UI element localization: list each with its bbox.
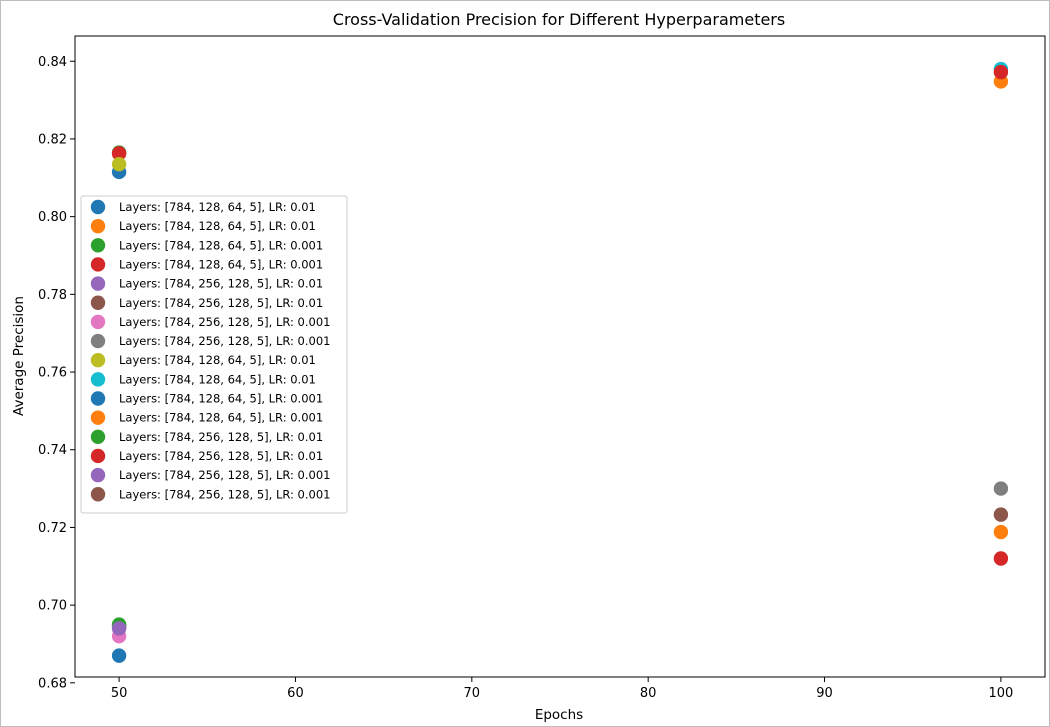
data-point-series-8 (111, 157, 127, 172)
data-point-series-3 (111, 146, 127, 161)
y-tick-label: 0.68 (38, 676, 67, 691)
legend-marker (90, 333, 106, 349)
legend-marker (90, 257, 106, 272)
legend-label: Layers: [784, 128, 64, 5], LR: 0.01 (119, 353, 316, 367)
data-point-extra (993, 481, 1009, 496)
y-tick-label: 0.76 (38, 366, 67, 381)
legend-marker (90, 372, 106, 387)
plot-area (74, 35, 1046, 678)
x-axis-ticks: 50 60 70 80 90 100 (111, 677, 1013, 701)
x-tick-label: 60 (287, 686, 304, 701)
y-tick-label: 0.78 (38, 288, 67, 303)
legend-label: Layers: [784, 128, 64, 5], LR: 0.001 (119, 411, 323, 425)
legend-label: Layers: [784, 256, 128, 5], LR: 0.001 (119, 334, 330, 348)
legend-label: Layers: [784, 128, 64, 5], LR: 0.01 (119, 372, 316, 386)
x-tick-label: 80 (640, 686, 657, 701)
legend-label: Layers: [784, 256, 128, 5], LR: 0.001 (119, 468, 330, 482)
legend-marker (90, 467, 106, 483)
legend-label: Layers: [784, 256, 128, 5], LR: 0.001 (119, 315, 330, 329)
y-tick-label: 0.82 (38, 132, 67, 147)
chart-title: Cross-Validation Precision for Different… (333, 10, 785, 29)
x-tick-label: 50 (111, 686, 128, 701)
legend-label: Layers: [784, 128, 64, 5], LR: 0.001 (119, 392, 323, 406)
legend-marker (90, 391, 106, 406)
y-tick-label: 0.72 (38, 521, 67, 536)
legend-marker (90, 238, 106, 253)
y-axis-ticks: 0.68 0.70 0.72 0.74 0.76 0.78 0.80 0.82 0.84 (38, 55, 75, 691)
data-point-series-13 (993, 551, 1009, 566)
legend-marker (90, 295, 106, 310)
legend: Layers: [784, 128, 64, 5], LR: 0.01 Layer… (80, 195, 348, 514)
legend-label: Layers: [784, 256, 128, 5], LR: 0.01 (119, 277, 323, 291)
data-point-series-13 (993, 64, 1009, 80)
legend-marker (90, 199, 106, 215)
legend-marker (90, 487, 106, 502)
y-tick-label: 0.80 (38, 210, 67, 225)
legend-label: Layers: [784, 128, 64, 5], LR: 0.01 (119, 200, 316, 214)
legend-marker (90, 353, 106, 368)
legend-label: Layers: [784, 256, 128, 5], LR: 0.01 (119, 449, 323, 463)
x-axis-label: Epochs (535, 707, 583, 723)
data-point-series-15 (993, 507, 1009, 522)
y-tick-label: 0.70 (38, 599, 67, 614)
legend-label: Layers: [784, 256, 128, 5], LR: 0.01 (119, 296, 323, 310)
legend-marker (90, 448, 106, 464)
legend-marker (90, 314, 106, 330)
x-tick-label: 90 (816, 686, 833, 701)
legend-marker (90, 410, 106, 425)
legend-label: Layers: [784, 128, 64, 5], LR: 0.001 (119, 257, 323, 271)
data-point-series-14 (111, 621, 127, 636)
y-tick-label: 0.84 (38, 55, 67, 70)
legend-items: Layers: [784, 128, 64, 5], LR: 0.01 Layer… (90, 199, 330, 502)
y-axis-label: Average Precision (11, 296, 27, 416)
data-point-series-11 (993, 524, 1009, 540)
legend-label: Layers: [784, 256, 128, 5], LR: 0.01 (119, 430, 323, 444)
data-point-series-10 (111, 648, 127, 663)
legend-marker (90, 218, 106, 234)
y-tick-label: 0.74 (38, 443, 67, 458)
legend-label: Layers: [784, 256, 128, 5], LR: 0.001 (119, 487, 330, 501)
legend-label: Layers: [784, 128, 64, 5], LR: 0.01 (119, 219, 316, 233)
x-tick-label: 100 (988, 686, 1013, 701)
plot-points (111, 61, 1009, 663)
legend-marker (90, 429, 106, 444)
legend-label: Layers: [784, 128, 64, 5], LR: 0.001 (119, 238, 323, 252)
x-tick-label: 70 (464, 686, 481, 701)
legend-box (80, 195, 348, 514)
legend-marker (90, 276, 106, 291)
